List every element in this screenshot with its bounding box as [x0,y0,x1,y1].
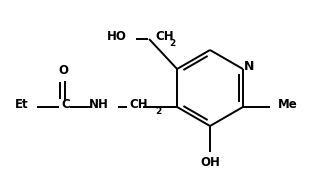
Text: N: N [244,60,254,73]
Text: OH: OH [200,155,220,168]
Text: NH: NH [89,98,109,111]
Text: C: C [62,98,71,111]
Text: O: O [58,63,68,76]
Text: CH: CH [129,98,148,111]
Text: Me: Me [278,98,298,111]
Text: 2: 2 [155,107,161,115]
Text: Et: Et [14,98,28,111]
Text: 2: 2 [169,38,175,48]
Text: HO: HO [107,30,127,43]
Text: CH: CH [155,30,174,43]
